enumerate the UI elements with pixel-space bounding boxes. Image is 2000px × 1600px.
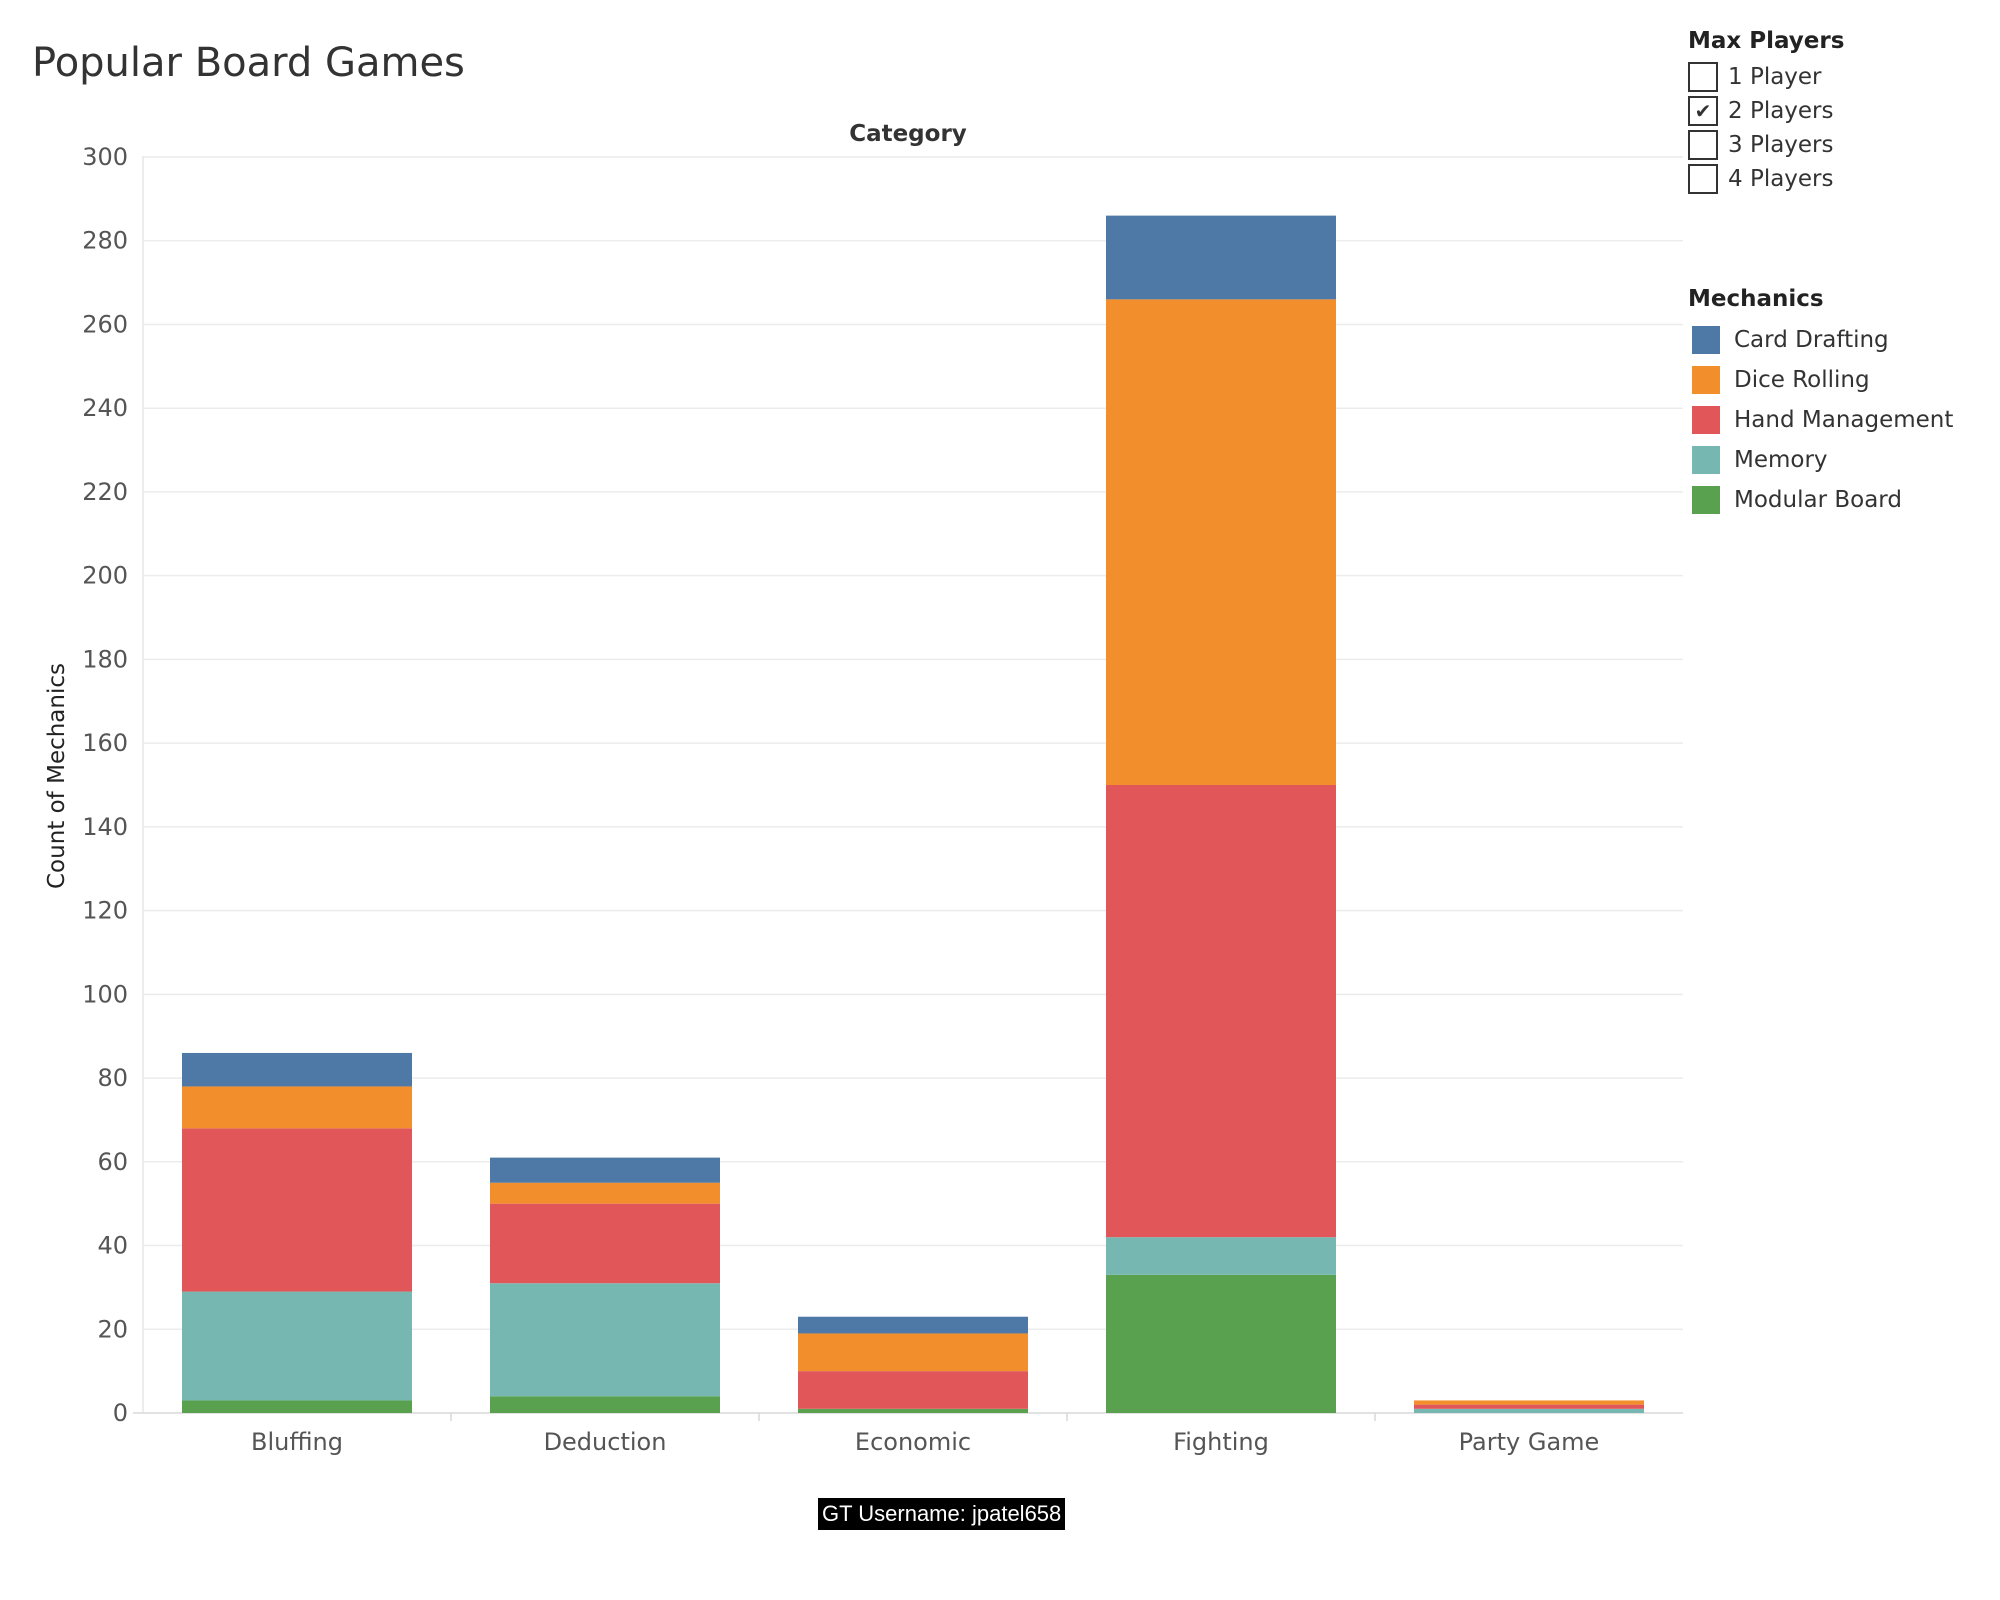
x-tick-label: Bluffing [251,1428,343,1456]
bar-segment[interactable] [798,1408,1028,1413]
x-tick-label: Economic [855,1428,971,1456]
filter-title: Max Players [1688,28,1845,54]
legend-label: Dice Rolling [1734,367,1870,393]
legend-item-hand-management[interactable]: Hand Management [1688,400,1953,440]
bar-segment[interactable] [1106,1274,1336,1413]
bar-segment[interactable] [182,1052,412,1087]
bar-segment[interactable] [1414,1408,1644,1413]
bar-segment[interactable] [1106,215,1336,300]
y-tick-label: 200 [82,562,128,590]
y-tick-label: 180 [82,645,128,673]
y-tick-label: 220 [82,478,128,506]
legend-swatch [1692,446,1720,474]
bar-segment[interactable] [1414,1404,1644,1409]
filter-option-4-players[interactable]: 4 Players [1688,162,1844,196]
bar-segment[interactable] [182,1086,412,1129]
mechanics-legend: Mechanics Card Drafting Dice Rolling Han… [1688,286,1953,520]
bar-stacks [182,215,1644,1413]
checkbox[interactable]: ✔ [1688,96,1718,126]
checkbox[interactable] [1688,164,1718,194]
bar-segment[interactable] [1414,1400,1644,1405]
legend-item-card-drafting[interactable]: Card Drafting [1688,320,1953,360]
bar-segment[interactable] [490,1283,720,1397]
y-tick-label: 120 [82,897,128,925]
y-tick-label: 260 [82,310,128,338]
bar-segment[interactable] [182,1400,412,1413]
max-players-filter: Max Players 1 Player ✔ 2 Players 3 Playe… [1688,28,1844,196]
filter-option-3-players[interactable]: 3 Players [1688,128,1844,162]
legend-item-modular-board[interactable]: Modular Board [1688,480,1953,520]
filter-option-label: 3 Players [1728,132,1834,158]
filter-option-label: 2 Players [1728,98,1834,124]
bar-segment[interactable] [490,1396,720,1413]
y-tick-label: 300 [82,143,128,171]
bar-segment[interactable] [490,1182,720,1204]
y-tick-label: 40 [97,1232,128,1260]
x-tick-label: Deduction [544,1428,667,1456]
x-axis-ticks: Bluffing Deduction Economic Fighting Party G… [251,1413,1599,1456]
y-tick-label: 160 [82,729,128,757]
x-tick-label: Party Game [1459,1428,1600,1456]
filter-option-label: 4 Players [1728,166,1834,192]
x-axis-label: Category [849,121,967,147]
legend-swatch [1692,486,1720,514]
legend-label: Memory [1734,447,1828,473]
filter-option-label: 1 Player [1728,64,1822,90]
legend-label: Card Drafting [1734,327,1889,353]
checkbox[interactable] [1688,62,1718,92]
bar-segment[interactable] [1106,1237,1336,1275]
y-tick-label: 20 [97,1315,128,1343]
legend-swatch [1692,326,1720,354]
y-tick-label: 140 [82,813,128,841]
bar-segment[interactable] [1106,299,1336,785]
filter-option-1-player[interactable]: 1 Player [1688,60,1844,94]
y-tick-label: 100 [82,980,128,1008]
bar-segment[interactable] [798,1371,1028,1409]
y-tick-label: 240 [82,394,128,422]
bar-segment[interactable] [182,1128,412,1292]
bar-segment[interactable] [1106,785,1336,1238]
y-axis-label: Count of Mechanics [44,663,70,889]
bar-segment[interactable] [490,1157,720,1183]
legend-swatch [1692,406,1720,434]
legend-title: Mechanics [1688,286,1824,312]
y-tick-label: 0 [113,1399,128,1427]
page-title: Popular Board Games [32,40,465,86]
legend-item-memory[interactable]: Memory [1688,440,1953,480]
y-axis-ticks: 0 20 40 60 80 100 120 140 160 180 200 220 240 260 280 3… [82,143,128,1427]
y-tick-label: 80 [97,1064,128,1092]
legend-label: Hand Management [1734,407,1954,433]
y-tick-label: 60 [97,1148,128,1176]
bar-segment[interactable] [798,1316,1028,1334]
legend-swatch [1692,366,1720,394]
checkbox[interactable] [1688,130,1718,160]
bar-segment[interactable] [182,1291,412,1401]
legend-item-dice-rolling[interactable]: Dice Rolling [1688,360,1953,400]
y-tick-label: 280 [82,227,128,255]
x-tick-label: Fighting [1173,1428,1269,1456]
username-watermark: GT Username: jpatel658 [818,1498,1066,1530]
bar-segment[interactable] [490,1203,720,1284]
bar-segment[interactable] [798,1333,1028,1372]
filter-option-2-players[interactable]: ✔ 2 Players [1688,94,1844,128]
legend-label: Modular Board [1734,487,1902,513]
